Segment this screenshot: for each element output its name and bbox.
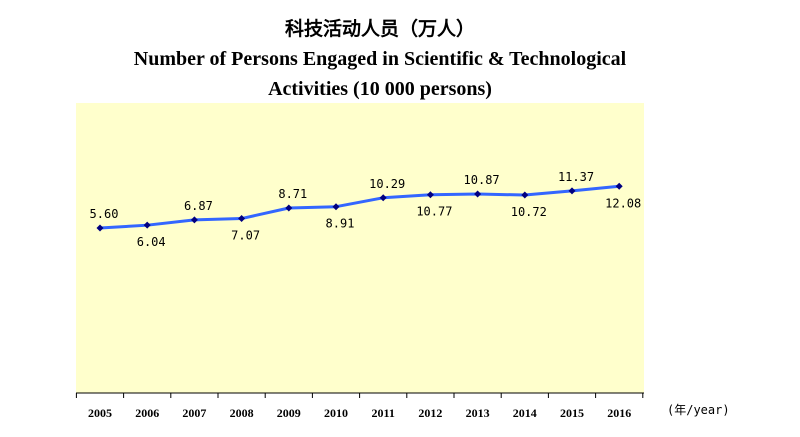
plot-area: [76, 103, 644, 393]
data-label: 5.60: [90, 207, 119, 221]
data-labels: 5.60 6.04 6.87 7.07 8.71 8.91 10.29 10.77 10.87 1…: [90, 170, 642, 249]
data-point-marker: [143, 221, 151, 229]
x-axis: [75, 392, 644, 398]
data-point-marker: [379, 194, 387, 202]
x-tick-label: 2013: [466, 406, 490, 420]
x-tick-label: 2005: [88, 406, 112, 420]
x-tick-labels: 2005 2006 2007 2008 2009 2010 2011 2012 2013 2014…: [88, 406, 631, 420]
chart-title-cn: 科技活动人员（万人）: [284, 18, 475, 40]
data-label: 7.07: [231, 229, 260, 243]
data-label: 11.37: [558, 170, 594, 184]
x-tick-label: 2008: [230, 406, 254, 420]
data-point-marker: [474, 190, 482, 198]
x-tick-label: 2011: [372, 406, 395, 420]
data-markers: [96, 182, 623, 232]
data-label: 12.08: [605, 196, 641, 210]
data-point-marker: [332, 203, 340, 211]
data-point-marker: [285, 204, 293, 212]
data-label: 6.87: [184, 199, 213, 213]
data-label: 6.04: [137, 235, 166, 249]
x-tick-label: 2009: [277, 406, 301, 420]
x-tick-label: 2016: [607, 406, 631, 420]
data-point-marker: [615, 182, 623, 190]
x-tick-label: 2007: [182, 406, 206, 420]
x-tick-label: 2014: [513, 406, 537, 420]
series-line-group: [99, 184, 620, 230]
data-point-marker: [521, 191, 529, 199]
data-label: 10.87: [464, 173, 500, 187]
data-point-marker: [568, 187, 576, 195]
data-label: 10.72: [511, 205, 547, 219]
data-point-marker: [238, 215, 246, 223]
data-point-marker: [426, 191, 434, 199]
x-tick-label: 2012: [418, 406, 442, 420]
data-point-marker: [96, 224, 104, 232]
x-tick-label: 2006: [135, 406, 159, 420]
chart-title-en-line1: Number of Persons Engaged in Scientific …: [133, 48, 627, 70]
data-label: 10.77: [416, 205, 452, 219]
x-axis-unit-label: (年/year): [667, 403, 730, 417]
data-label: 8.91: [326, 217, 355, 231]
data-label: 10.29: [369, 177, 405, 191]
data-point-marker: [190, 216, 198, 224]
data-label: 8.71: [278, 187, 307, 201]
x-tick-label: 2015: [560, 406, 584, 420]
chart-title-en-line2: Activities (10 000 persons): [268, 78, 492, 100]
series-line: [99, 184, 620, 230]
x-tick-label: 2010: [324, 406, 348, 420]
